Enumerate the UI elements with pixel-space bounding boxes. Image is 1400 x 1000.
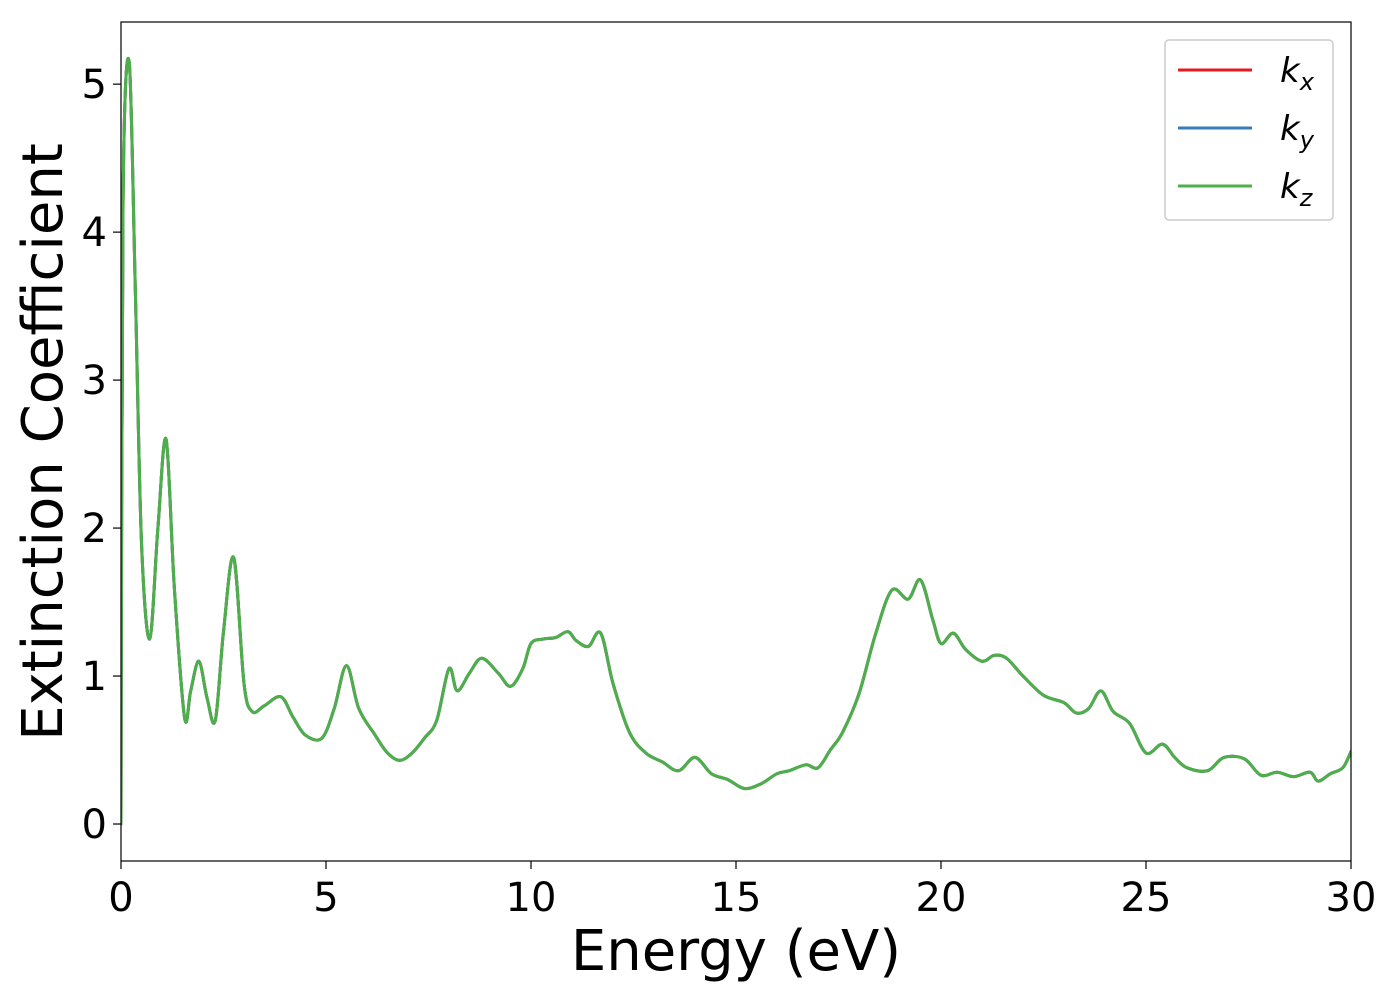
- x-tick-label: 20: [916, 875, 967, 921]
- plot-area: [121, 56, 1351, 826]
- x-tick-label: 25: [1121, 875, 1172, 921]
- y-tick-label: 0: [82, 802, 107, 848]
- y-tick-label: 4: [82, 210, 107, 256]
- legend-box: [1164, 39, 1334, 221]
- x-tick-label: 15: [711, 875, 762, 921]
- y-tick-label: 5: [82, 62, 107, 108]
- y-tick-label: 1: [82, 654, 107, 700]
- legend: kx ky kz: [1164, 39, 1334, 221]
- legend-label-kx: kx: [1280, 51, 1315, 96]
- x-axis-title: Energy (eV): [571, 919, 901, 984]
- y-axis-ticks: 0 1 2 3 4 5: [82, 62, 121, 848]
- x-tick-label: 5: [313, 875, 338, 921]
- x-tick-label: 30: [1326, 875, 1377, 921]
- legend-label-kz: kz: [1280, 167, 1314, 212]
- x-tick-label: 10: [506, 875, 557, 921]
- y-axis-title: Extinction Coefficient: [11, 143, 76, 741]
- x-axis-ticks: 0 5 10 15 20 25 30: [108, 861, 1376, 921]
- y-tick-label: 2: [82, 506, 107, 552]
- x-tick-label: 0: [108, 875, 133, 921]
- series-line-kz: [121, 56, 1351, 826]
- legend-label-ky: ky: [1280, 109, 1315, 154]
- y-tick-label: 3: [82, 358, 107, 404]
